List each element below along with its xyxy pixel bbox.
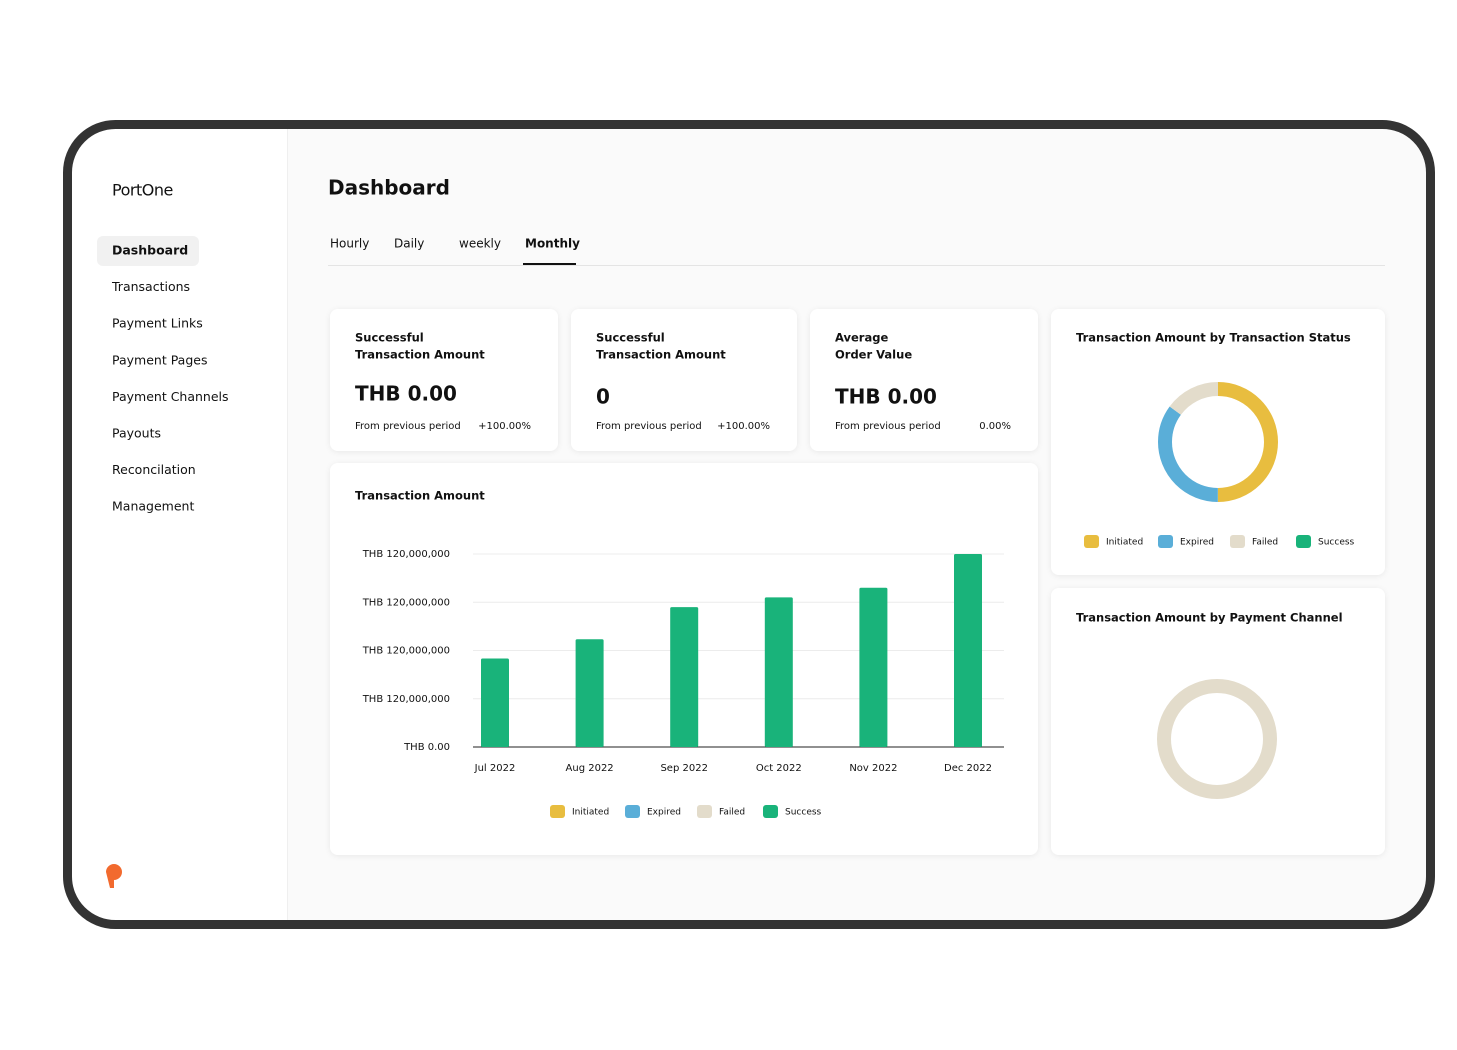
card-title: Transaction Amount	[596, 348, 726, 362]
bar	[670, 607, 699, 747]
legend-swatch	[1296, 535, 1311, 548]
legend-swatch	[1158, 535, 1173, 548]
chart-title: Transaction Amount by Transaction Status	[1076, 331, 1351, 345]
legend-label: Expired	[1180, 538, 1214, 548]
y-tick-label: THB 120,000,000	[362, 646, 450, 657]
tab[interactable]: weekly	[459, 237, 501, 251]
nav-item[interactable]: Transactions	[111, 279, 190, 294]
legend-label: Expired	[647, 808, 681, 818]
nav-item[interactable]: Payouts	[112, 426, 161, 441]
card-change: 0.00%	[979, 421, 1011, 432]
legend-label: Initiated	[572, 808, 609, 818]
legend-label: Initiated	[1106, 538, 1143, 548]
content: PortOne Dashboard Transactions Payment Link…	[97, 176, 1385, 855]
legend-swatch	[1230, 535, 1245, 548]
stat-card	[571, 309, 797, 451]
x-tick-label: Dec 2022	[944, 763, 992, 774]
y-tick-label: THB 0.00	[403, 742, 450, 753]
card-value: THB 0.00	[355, 382, 457, 406]
brand-icon	[106, 864, 122, 888]
bar	[575, 639, 604, 747]
x-tick-label: Aug 2022	[566, 763, 614, 774]
legend-swatch	[550, 805, 565, 818]
bar	[859, 587, 888, 747]
nav-item[interactable]: Dashboard	[112, 243, 188, 258]
card-value: 0	[596, 385, 610, 409]
card-note: From previous period	[355, 421, 461, 432]
card-change: +100.00%	[478, 421, 531, 432]
x-tick-label: Jul 2022	[474, 763, 516, 774]
legend-label: Failed	[719, 808, 745, 818]
logo: PortOne	[112, 181, 173, 200]
legend-label: Failed	[1252, 538, 1278, 548]
legend-swatch	[697, 805, 712, 818]
page-title: Dashboard	[328, 176, 450, 200]
tab[interactable]: Monthly	[525, 237, 580, 251]
legend-swatch	[1084, 535, 1099, 548]
legend-label: Success	[785, 808, 822, 818]
card-value: THB 0.00	[835, 385, 937, 409]
y-tick-label: THB 120,000,000	[362, 549, 450, 560]
card-note: From previous period	[596, 421, 702, 432]
nav-active-bg	[97, 236, 199, 266]
card-title: Order Value	[835, 348, 912, 362]
nav-item[interactable]: Management	[112, 499, 194, 514]
card-title: Successful	[355, 331, 424, 345]
tab[interactable]: Hourly	[330, 237, 369, 251]
nav-item[interactable]: Payment Pages	[112, 352, 207, 367]
y-tick-label: THB 120,000,000	[362, 694, 450, 705]
nav-item[interactable]: Payment Channels	[112, 389, 229, 404]
card-title: Transaction Amount	[355, 348, 485, 362]
chart-card	[1051, 309, 1385, 575]
tab[interactable]: Daily	[394, 237, 424, 251]
x-tick-label: Sep 2022	[660, 763, 707, 774]
card-note: From previous period	[835, 421, 941, 432]
card-title: Successful	[596, 331, 665, 345]
x-tick-label: Oct 2022	[756, 763, 802, 774]
nav-item[interactable]: Payment Links	[112, 316, 203, 331]
nav-item[interactable]: Reconcilation	[112, 462, 196, 477]
bar	[764, 597, 793, 747]
donut-segment	[1158, 382, 1278, 502]
legend-swatch	[763, 805, 778, 818]
bar	[954, 554, 982, 747]
tab-underline	[523, 263, 576, 265]
card-title: Average	[835, 331, 888, 345]
stat-card	[330, 309, 558, 451]
chart-title: Transaction Amount by Payment Channel	[1076, 611, 1343, 625]
donut-segment	[1157, 679, 1277, 799]
legend-swatch	[625, 805, 640, 818]
legend-label: Success	[1318, 538, 1355, 548]
chart-card	[1051, 588, 1385, 855]
device-frame	[63, 120, 1435, 929]
bar	[481, 658, 509, 747]
x-tick-label: Nov 2022	[849, 763, 897, 774]
card-change: +100.00%	[717, 421, 770, 432]
chart-title: Transaction Amount	[355, 489, 485, 503]
y-tick-label: THB 120,000,000	[362, 597, 450, 608]
stat-card	[810, 309, 1038, 451]
donut-segment	[1158, 382, 1278, 502]
